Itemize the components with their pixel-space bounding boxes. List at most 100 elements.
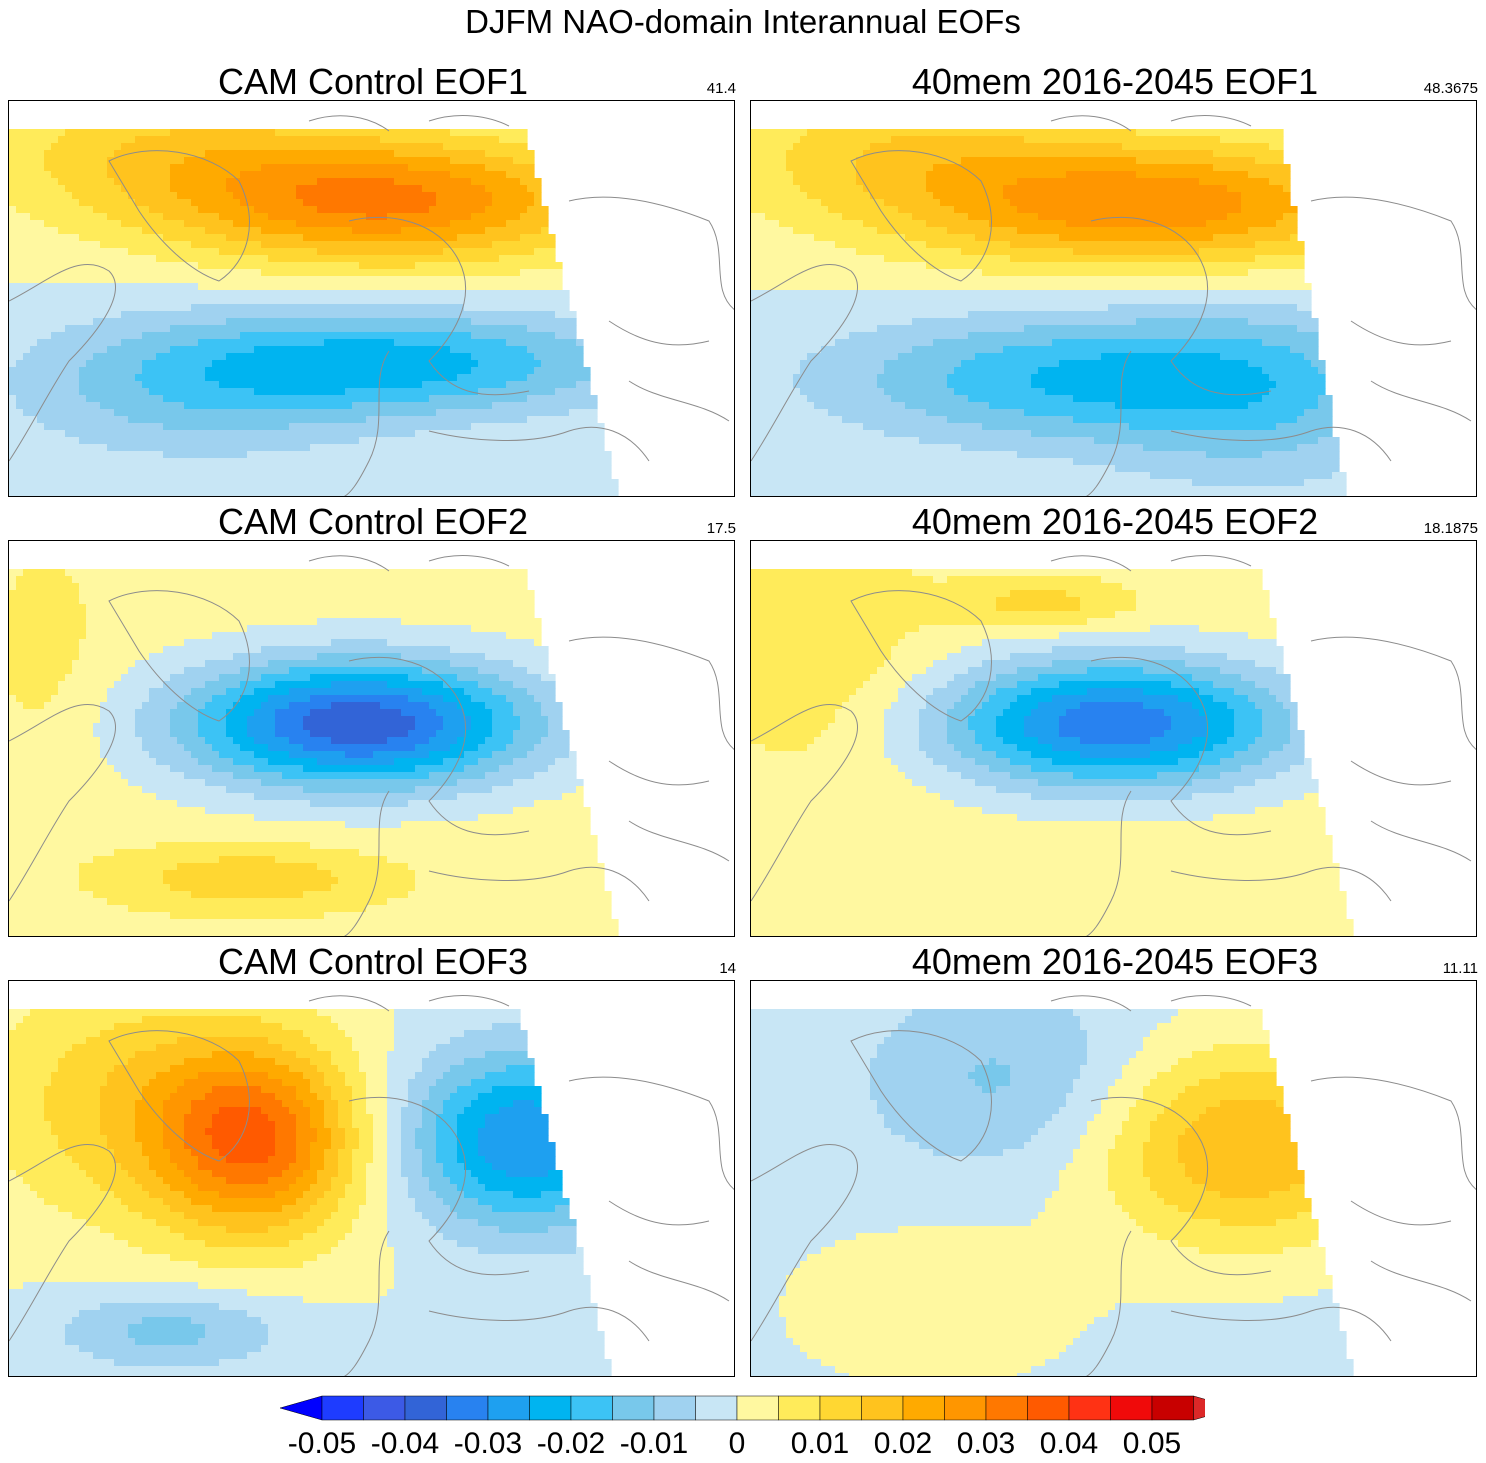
field-cell [303, 395, 311, 403]
field-cell [219, 220, 227, 228]
field-cell [415, 241, 423, 249]
field-cell [268, 374, 276, 382]
field-cell [121, 311, 129, 319]
field-cell [485, 381, 493, 389]
field-cell [996, 150, 1004, 158]
field-cell [527, 388, 535, 396]
field-cell [163, 164, 171, 172]
field-cell [380, 241, 388, 249]
field-cell [835, 143, 843, 151]
field-cell [177, 388, 185, 396]
field-cell [303, 136, 311, 144]
field-cell [72, 479, 80, 487]
field-cell [352, 143, 360, 151]
field-cell [548, 367, 556, 375]
field-cell [366, 367, 374, 375]
field-cell [478, 395, 486, 403]
field-cell [275, 388, 283, 396]
field-cell [856, 157, 864, 165]
field-cell [72, 493, 80, 496]
field-cell [1024, 143, 1032, 151]
field-cell [9, 360, 17, 368]
field-cell [1031, 178, 1039, 186]
field-cell [268, 486, 276, 494]
field-cell [23, 234, 31, 242]
field-cell [289, 409, 297, 417]
field-cell [345, 437, 353, 445]
field-cell [1045, 143, 1053, 151]
field-cell [380, 276, 388, 284]
field-cell [128, 185, 136, 193]
field-cell [107, 472, 115, 480]
field-cell [373, 444, 381, 452]
field-cell [380, 395, 388, 403]
field-cell [121, 388, 129, 396]
field-cell [170, 479, 178, 487]
field-cell [254, 262, 262, 270]
field-cell [1080, 136, 1088, 144]
field-cell [37, 227, 45, 235]
field-cell [429, 374, 437, 382]
field-cell [72, 192, 80, 200]
field-cell [205, 283, 213, 291]
field-cell [289, 388, 297, 396]
field-cell [450, 192, 458, 200]
field-cell [156, 360, 164, 368]
field-cell [128, 430, 136, 438]
field-cell [968, 157, 976, 165]
field-cell [317, 339, 325, 347]
field-cell [310, 171, 318, 179]
field-cell [443, 367, 451, 375]
field-cell [345, 220, 353, 228]
field-cell [422, 374, 430, 382]
field-cell [345, 171, 353, 179]
field-cell [86, 304, 94, 312]
field-cell [562, 297, 570, 305]
field-cell [408, 416, 416, 424]
field-cell [527, 304, 535, 312]
field-cell [310, 129, 318, 137]
field-cell [107, 164, 115, 172]
field-cell [1010, 129, 1018, 137]
field-cell [79, 472, 87, 480]
field-cell [541, 220, 549, 228]
field-cell [478, 171, 486, 179]
field-cell [415, 423, 423, 431]
field-cell [177, 423, 185, 431]
field-cell [184, 479, 192, 487]
field-cell [457, 332, 465, 340]
field-cell [268, 164, 276, 172]
field-cell [170, 416, 178, 424]
field-cell [233, 444, 241, 452]
field-cell [212, 353, 220, 361]
field-cell [408, 283, 416, 291]
field-cell [457, 458, 465, 466]
field-cell [1276, 164, 1284, 172]
field-cell [408, 346, 416, 354]
field-cell [772, 171, 780, 179]
field-cell [520, 423, 528, 431]
field-cell [317, 248, 325, 256]
field-cell [37, 465, 45, 473]
field-cell [394, 220, 402, 228]
field-cell [975, 136, 983, 144]
field-cell [562, 346, 570, 354]
field-cell [198, 402, 206, 410]
field-cell [975, 171, 983, 179]
field-cell [86, 192, 94, 200]
field-cell [548, 283, 556, 291]
field-cell [982, 143, 990, 151]
field-cell [303, 325, 311, 333]
field-cell [184, 493, 192, 496]
field-cell [436, 234, 444, 242]
field-cell [275, 157, 283, 165]
field-cell [282, 262, 290, 270]
field-cell [324, 227, 332, 235]
field-cell [114, 486, 122, 494]
field-cell [534, 402, 542, 410]
field-cell [856, 164, 864, 172]
field-cell [436, 150, 444, 158]
field-cell [345, 402, 353, 410]
field-cell [471, 472, 479, 480]
field-cell [961, 178, 969, 186]
